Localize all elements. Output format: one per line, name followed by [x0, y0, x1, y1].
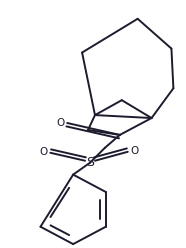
Text: O: O	[39, 147, 47, 157]
Text: O: O	[56, 118, 64, 128]
Text: S: S	[86, 156, 94, 169]
Text: O: O	[131, 146, 139, 156]
